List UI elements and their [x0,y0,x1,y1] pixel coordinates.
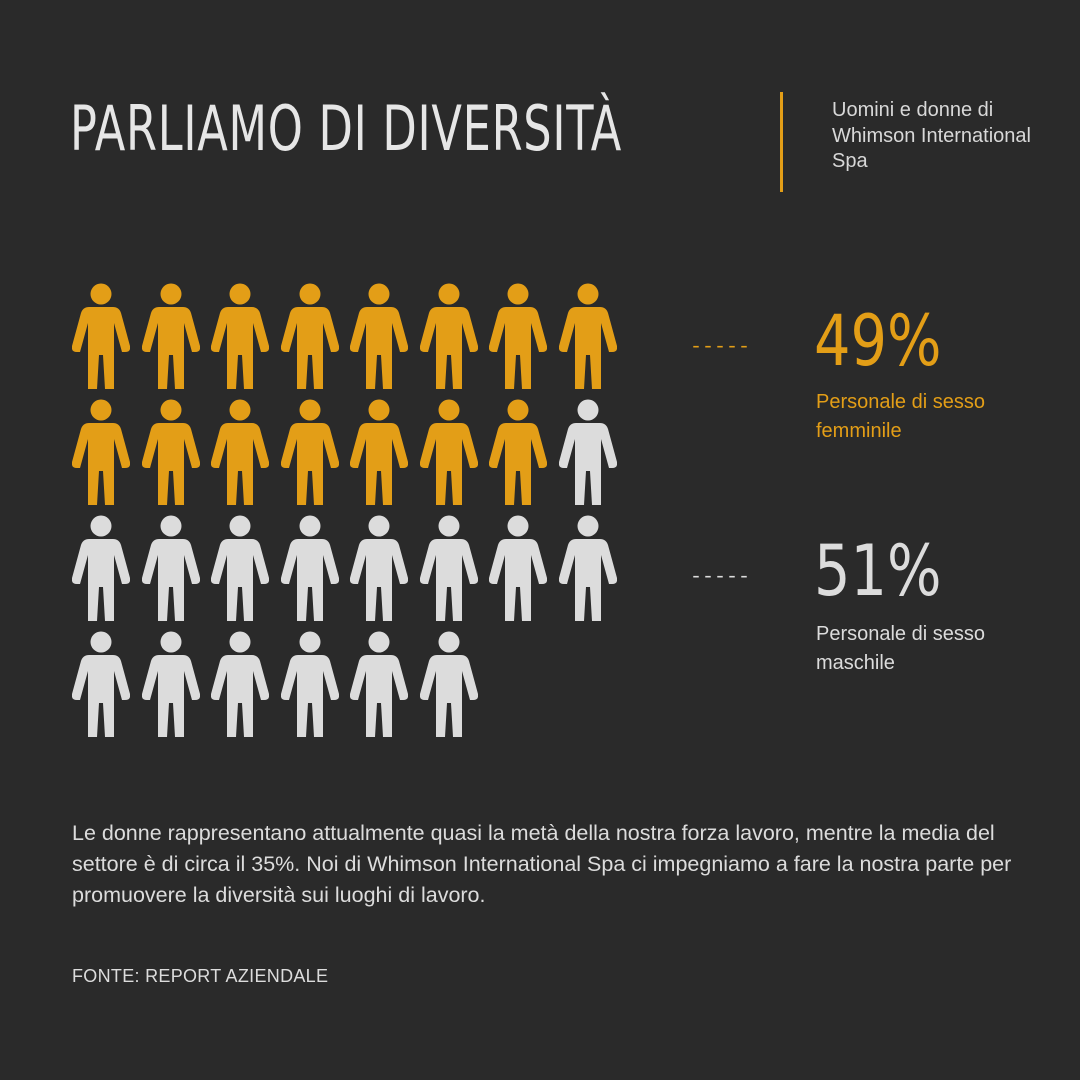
female-dash: ----- [690,336,751,359]
male-dash: ----- [690,566,751,589]
title-divider [780,92,783,192]
male-person-icon [558,515,617,621]
female-person-icon [350,399,408,505]
male-person-icon [211,631,269,737]
male-percentage: 51% [814,530,942,612]
male-person-icon [419,631,478,737]
female-person-icon [558,283,617,389]
female-person-icon [211,399,269,505]
male-person-icon [350,515,408,621]
male-person-icon [489,515,547,621]
female-person-icon [489,283,547,389]
male-person-icon [280,515,339,621]
female-person-icon [211,283,269,389]
female-person-icon [280,399,339,505]
male-person-icon [419,515,478,621]
male-person-icon [141,515,200,621]
female-person-icon [489,399,547,505]
female-person-icon [419,283,478,389]
female-person-icon [419,399,478,505]
female-label: Personale di sesso femminile [816,391,985,442]
female-person-icon [141,283,200,389]
page-title: PARLIAMO DI DIVERSITÀ [70,92,623,165]
male-person-icon [72,631,130,737]
female-percentage: 49% [814,300,942,382]
female-person-icon [72,283,130,389]
female-person-icon [350,283,408,389]
pictogram-chart [72,283,632,743]
male-person-icon [350,631,408,737]
male-label: Personale di sesso maschile [816,623,985,674]
female-person-icon [72,399,130,505]
male-person-icon [141,631,200,737]
female-person-icon [280,283,339,389]
male-person-icon [558,399,617,505]
description-text: Le donne rappresentano attualmente quasi… [72,821,1012,908]
male-person-icon [72,515,130,621]
male-person-icon [211,515,269,621]
male-person-icon [280,631,339,737]
subtitle: Uomini e donne di Whimson International … [832,99,1031,173]
female-person-icon [141,399,200,505]
source-note: FONTE: REPORT AZIENDALE [72,966,329,986]
